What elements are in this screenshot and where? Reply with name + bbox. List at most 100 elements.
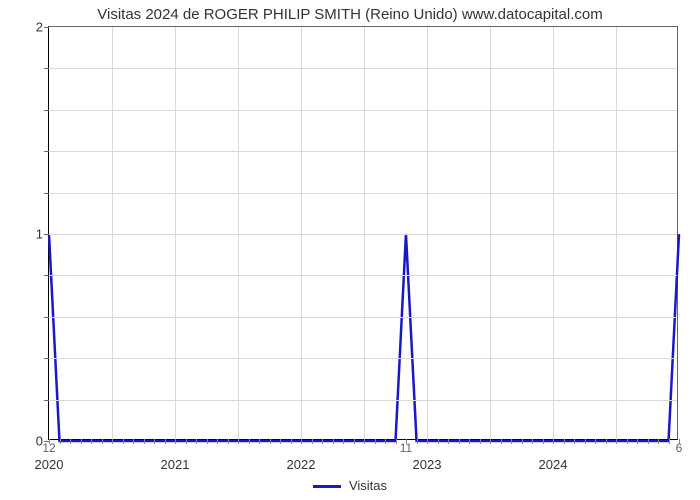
x-tick-label: 2024 xyxy=(539,457,568,472)
x-minor-tick xyxy=(60,439,61,444)
horizontal-gridline xyxy=(49,110,677,111)
x-minor-tick xyxy=(133,439,134,444)
x-tick-label: 2020 xyxy=(35,457,64,472)
y-minor-tick xyxy=(44,358,49,359)
data-count-label: 12 xyxy=(42,441,55,455)
vertical-gridline xyxy=(616,27,617,439)
x-minor-tick xyxy=(669,439,670,444)
x-tick-label: 2023 xyxy=(413,457,442,472)
x-minor-tick xyxy=(112,439,113,444)
x-minor-tick xyxy=(553,439,554,444)
y-tick-label: 2 xyxy=(36,20,43,35)
x-minor-tick xyxy=(469,439,470,444)
vertical-gridline xyxy=(427,27,428,439)
legend-label: Visitas xyxy=(349,478,387,493)
horizontal-gridline xyxy=(49,234,677,235)
x-minor-tick xyxy=(144,439,145,444)
x-minor-tick xyxy=(259,439,260,444)
vertical-gridline xyxy=(490,27,491,439)
x-minor-tick xyxy=(123,439,124,444)
x-minor-tick xyxy=(606,439,607,444)
x-minor-tick xyxy=(354,439,355,444)
vertical-gridline xyxy=(364,27,365,439)
x-minor-tick xyxy=(385,439,386,444)
x-minor-tick xyxy=(522,439,523,444)
x-tick-label: 2021 xyxy=(161,457,190,472)
y-minor-tick xyxy=(44,275,49,276)
x-minor-tick xyxy=(448,439,449,444)
y-minor-tick xyxy=(44,68,49,69)
x-minor-tick xyxy=(165,439,166,444)
x-minor-tick xyxy=(217,439,218,444)
x-minor-tick xyxy=(648,439,649,444)
y-minor-tick xyxy=(44,317,49,318)
x-minor-tick xyxy=(501,439,502,444)
y-minor-tick xyxy=(44,400,49,401)
chart-container: Visitas 2024 de ROGER PHILIP SMITH (Rein… xyxy=(0,0,700,500)
x-minor-tick xyxy=(228,439,229,444)
x-minor-tick xyxy=(511,439,512,444)
x-minor-tick xyxy=(322,439,323,444)
horizontal-gridline xyxy=(49,400,677,401)
y-minor-tick xyxy=(44,193,49,194)
x-minor-tick xyxy=(490,439,491,444)
vertical-gridline xyxy=(301,27,302,439)
x-minor-tick xyxy=(175,439,176,444)
data-count-label: 11 xyxy=(400,441,412,455)
x-minor-tick xyxy=(480,439,481,444)
plot-area: 0122020202120222023202412116 xyxy=(48,26,678,440)
horizontal-gridline xyxy=(49,193,677,194)
y-minor-tick xyxy=(44,110,49,111)
x-minor-tick xyxy=(438,439,439,444)
x-minor-tick xyxy=(459,439,460,444)
x-minor-tick xyxy=(427,439,428,444)
y-tick-label: 1 xyxy=(36,227,43,242)
x-minor-tick xyxy=(280,439,281,444)
x-tick-label: 2022 xyxy=(287,457,316,472)
vertical-gridline xyxy=(175,27,176,439)
x-minor-tick xyxy=(81,439,82,444)
legend: Visitas xyxy=(0,478,700,493)
x-minor-tick xyxy=(196,439,197,444)
x-minor-tick xyxy=(270,439,271,444)
x-minor-tick xyxy=(375,439,376,444)
x-minor-tick xyxy=(595,439,596,444)
vertical-gridline xyxy=(112,27,113,439)
x-minor-tick xyxy=(574,439,575,444)
horizontal-gridline xyxy=(49,68,677,69)
x-minor-tick xyxy=(291,439,292,444)
x-minor-tick xyxy=(364,439,365,444)
horizontal-gridline xyxy=(49,358,677,359)
x-minor-tick xyxy=(207,439,208,444)
legend-swatch xyxy=(313,485,341,488)
x-minor-tick xyxy=(91,439,92,444)
vertical-gridline xyxy=(553,27,554,439)
x-minor-tick xyxy=(312,439,313,444)
x-minor-tick xyxy=(532,439,533,444)
horizontal-gridline xyxy=(49,317,677,318)
x-minor-tick xyxy=(396,439,397,444)
x-minor-tick xyxy=(543,439,544,444)
x-minor-tick xyxy=(637,439,638,444)
y-minor-tick xyxy=(44,151,49,152)
x-minor-tick xyxy=(658,439,659,444)
y-minor-tick xyxy=(44,234,49,235)
x-minor-tick xyxy=(417,439,418,444)
x-minor-tick xyxy=(564,439,565,444)
y-minor-tick xyxy=(44,27,49,28)
x-minor-tick xyxy=(70,439,71,444)
x-minor-tick xyxy=(249,439,250,444)
horizontal-gridline xyxy=(49,275,677,276)
vertical-gridline xyxy=(238,27,239,439)
x-minor-tick xyxy=(301,439,302,444)
x-minor-tick xyxy=(333,439,334,444)
x-minor-tick xyxy=(186,439,187,444)
x-minor-tick xyxy=(238,439,239,444)
x-minor-tick xyxy=(154,439,155,444)
x-minor-tick xyxy=(616,439,617,444)
horizontal-gridline xyxy=(49,151,677,152)
data-count-label: 6 xyxy=(676,441,683,455)
x-minor-tick xyxy=(343,439,344,444)
x-minor-tick xyxy=(102,439,103,444)
chart-title: Visitas 2024 de ROGER PHILIP SMITH (Rein… xyxy=(0,6,700,23)
